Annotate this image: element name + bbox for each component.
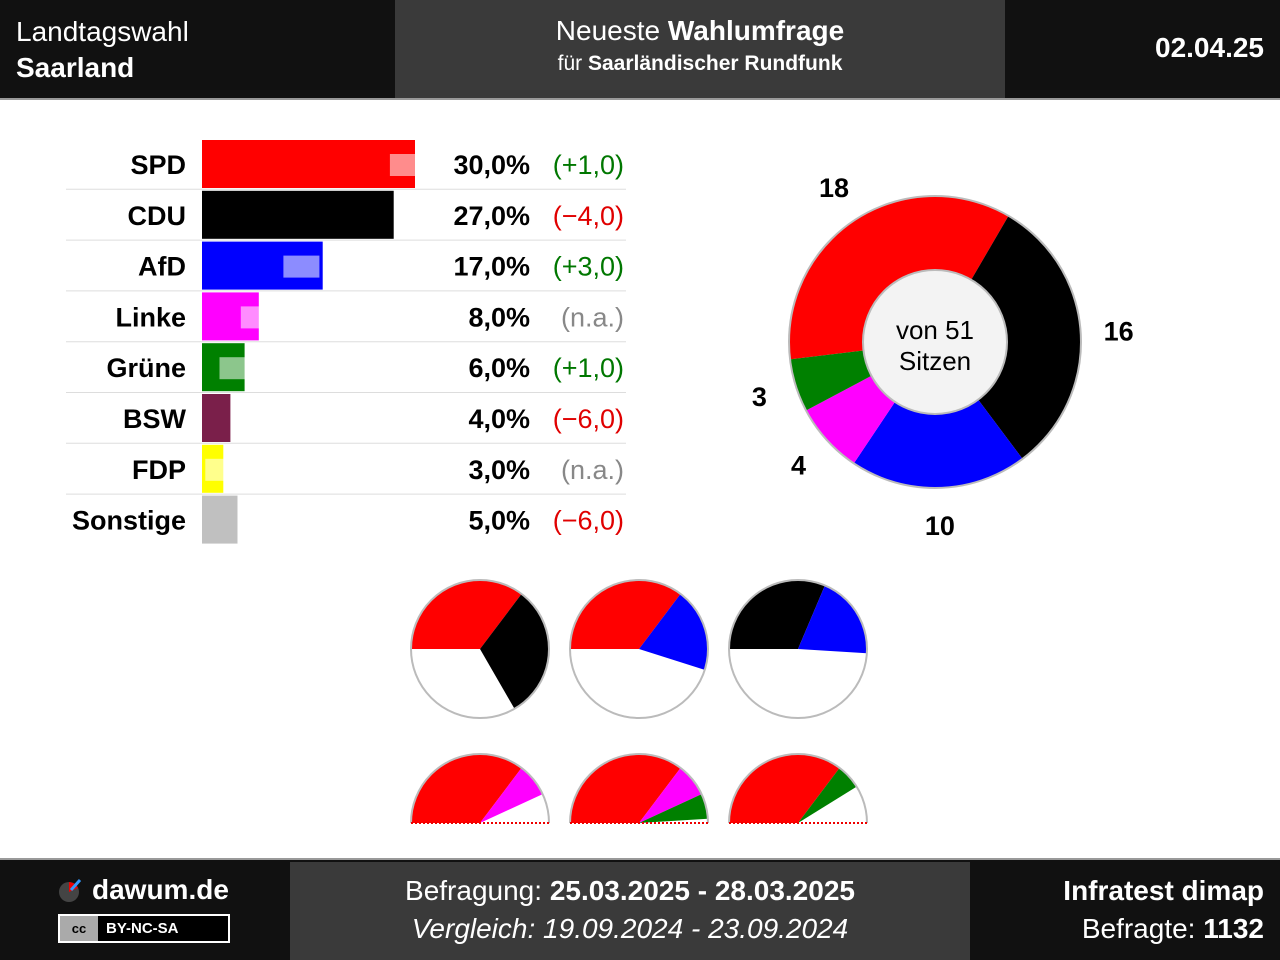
party-label-cdu: CDU	[128, 201, 187, 231]
donut-center	[862, 269, 1008, 415]
header-title-line2: Saarland	[16, 52, 135, 83]
party-label-linke: Linke	[115, 302, 186, 332]
change-label-grüne: (+1,0)	[553, 353, 624, 383]
coalition-half-slice-spd	[570, 754, 681, 823]
party-label-sonstige: Sonstige	[72, 506, 186, 536]
footer-brand-name: dawum.de	[92, 874, 229, 905]
coalition-slice-afd	[639, 593, 708, 670]
coalition-half-outline	[569, 753, 709, 824]
header-title: Landtagswahl Saarland	[16, 14, 189, 86]
footer-brand[interactable]: dawum.de	[58, 872, 229, 908]
institute-name: Infratest dimap	[1063, 875, 1264, 906]
bar-spd	[202, 140, 415, 188]
header-center: Neueste Wahlumfrage für Saarländischer R…	[395, 13, 1005, 79]
header-center-bold: Wahlumfrage	[667, 15, 845, 46]
party-label-afd: AfD	[138, 252, 186, 282]
change-label-cdu: (−4,0)	[553, 201, 624, 231]
survey-period: 25.03.2025 - 28.03.2025	[549, 875, 855, 906]
respondents-label: Befragte:	[1081, 913, 1196, 944]
change-label-fdp: (n.a.)	[561, 455, 624, 485]
comparison-marker-cdu	[404, 204, 441, 227]
value-label-grüne: 6,0%	[468, 353, 530, 383]
coalition-slice-afd	[798, 585, 867, 654]
header-sub-prefix: für	[557, 52, 583, 75]
header-center-panel	[395, 0, 1005, 98]
donut-center-line2: Sitzen	[899, 346, 971, 376]
value-label-sonstige: 5,0%	[468, 506, 530, 536]
change-label-afd: (+3,0)	[553, 252, 624, 282]
comparison-marker-afd	[283, 255, 320, 278]
value-label-linke: 8,0%	[468, 302, 530, 332]
footer-institute-info: Infratest dimap Befragte: 1132	[1063, 872, 1264, 948]
header-title-line1: Landtagswahl	[16, 16, 189, 47]
footer-survey-info: Befragung: 25.03.2025 - 28.03.2025 Vergl…	[290, 872, 970, 948]
seat-label-linke: 4	[791, 450, 806, 480]
seat-slice-grüne	[790, 350, 872, 411]
party-label-grüne: Grüne	[106, 353, 186, 383]
coalition-half-outline	[728, 753, 868, 824]
coalition-half-slice-spd	[729, 754, 840, 823]
comparison-marker-spd	[389, 154, 426, 176]
coalition-half-outline	[410, 753, 550, 824]
dawum-logo-icon	[59, 878, 82, 902]
header-date: 02.04.25	[1155, 32, 1264, 63]
coalition-circle-outline	[728, 579, 868, 719]
seat-label-spd: 18	[819, 173, 849, 203]
seat-label-cdu: 16	[1104, 316, 1134, 346]
seat-slice-cdu	[971, 215, 1081, 459]
respondents-count: 1132	[1203, 913, 1264, 944]
bar-bsw	[202, 394, 231, 442]
seat-label-grüne: 3	[752, 382, 767, 412]
coalition-half-slice-spd	[411, 754, 522, 823]
value-label-fdp: 3,0%	[468, 455, 530, 485]
coalition-half-slice-grüne	[639, 794, 708, 823]
cc-icon: cc	[60, 916, 98, 941]
seat-slice-afd	[853, 399, 1023, 489]
donut-center-line1: von 51	[896, 315, 974, 345]
change-label-linke: (n.a.)	[561, 302, 624, 332]
vote-share-bar-chart: SPD 30,0% (+1,0) CDU 27,0% (−4,0) AfD 17,0% (+3,…	[66, 140, 626, 544]
coalition-slice-cdu	[480, 593, 549, 709]
footer-center-panel	[290, 862, 970, 960]
coalition-slice-spd	[570, 580, 681, 649]
header-center-prefix: Neueste	[555, 15, 661, 46]
footer-divider	[0, 858, 1280, 860]
coalition-circle-outline	[569, 579, 709, 719]
party-label-fdp: FDP	[132, 455, 186, 485]
coalition-charts	[410, 579, 868, 824]
party-label-spd: SPD	[130, 150, 186, 180]
header-divider	[0, 98, 1280, 100]
compare-label: Vergleich:	[411, 913, 536, 944]
survey-label: Befragung:	[405, 875, 543, 906]
party-label-bsw: BSW	[123, 404, 187, 434]
change-label-spd: (+1,0)	[553, 150, 624, 180]
comparison-marker-sonstige	[262, 509, 299, 532]
bar-cdu	[202, 190, 394, 239]
comparison-marker-linke	[240, 306, 277, 329]
coalition-half-slice-grüne	[798, 767, 857, 823]
license-text: BY-NC-SA	[106, 920, 179, 937]
coalition-half-slice-linke	[639, 767, 702, 823]
change-label-sonstige: (−6,0)	[553, 506, 624, 536]
seat-label-afd: 10	[925, 511, 955, 541]
coalition-circle-outline	[410, 579, 550, 719]
comparison-marker-fdp	[205, 458, 242, 481]
compare-period: 19.09.2024 - 23.09.2024	[543, 913, 849, 944]
seat-slice-spd	[789, 196, 1009, 360]
donut-outline	[788, 195, 1082, 489]
value-label-spd: 30,0%	[453, 150, 530, 180]
value-label-cdu: 27,0%	[453, 201, 530, 231]
bar-sonstige	[202, 495, 238, 544]
header-sub-bold: Saarländischer Rundfunk	[587, 52, 843, 75]
license-badge[interactable]: cc BY-NC-SA	[58, 914, 230, 943]
coalition-slice-spd	[411, 580, 522, 649]
comparison-marker-grüne	[219, 357, 256, 380]
coalition-half-slice-linke	[480, 767, 543, 823]
value-label-bsw: 4,0%	[468, 404, 530, 434]
comparison-marker-bsw	[255, 408, 291, 430]
change-label-bsw: (−6,0)	[553, 404, 624, 434]
value-label-afd: 17,0%	[453, 252, 530, 282]
